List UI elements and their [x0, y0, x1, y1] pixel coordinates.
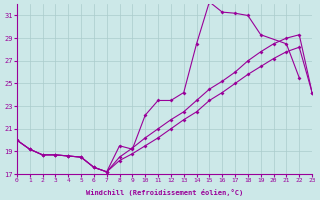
X-axis label: Windchill (Refroidissement éolien,°C): Windchill (Refroidissement éolien,°C) — [86, 189, 243, 196]
